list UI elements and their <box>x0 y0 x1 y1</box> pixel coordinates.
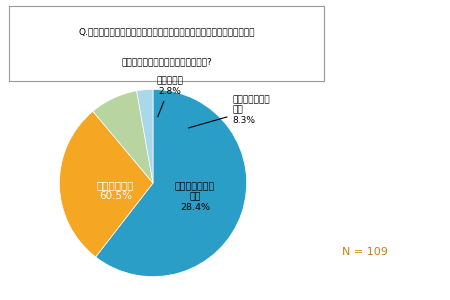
Text: あまり覚えてい
ない
28.4%: あまり覚えてい ない 28.4% <box>175 182 215 212</box>
Text: 何となく覚えて
いる
8.3%: 何となく覚えて いる 8.3% <box>189 95 270 128</box>
Text: 覚えている
2.8%: 覚えている 2.8% <box>157 76 183 117</box>
Text: Q.あなたは、利用したジェネレーターコンテンツがどのような企業から: Q.あなたは、利用したジェネレーターコンテンツがどのような企業から <box>78 28 255 37</box>
Wedge shape <box>93 91 153 183</box>
Wedge shape <box>137 89 153 183</box>
Text: 提供されているかを覚えていますか?: 提供されているかを覚えていますか? <box>121 58 212 67</box>
Wedge shape <box>96 89 247 277</box>
Text: 覚えていない
60.5%: 覚えていない 60.5% <box>97 180 134 201</box>
Wedge shape <box>59 111 153 257</box>
Text: N = 109: N = 109 <box>342 247 388 257</box>
